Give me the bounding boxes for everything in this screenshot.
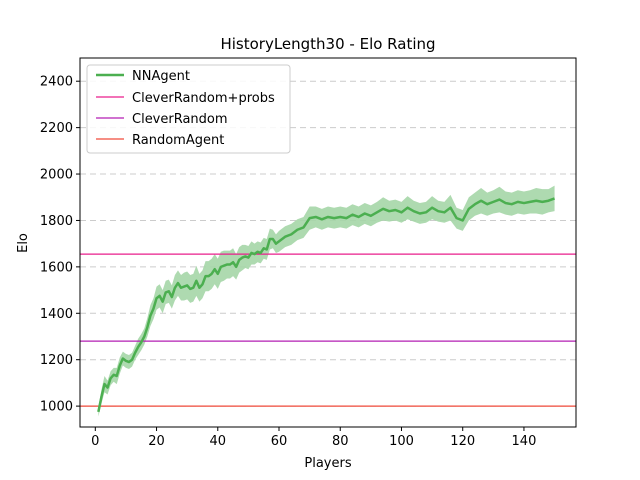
legend: NNAgent CleverRandom+probs CleverRandom … bbox=[86, 64, 291, 154]
legend-label-nnagent: NNAgent bbox=[132, 69, 190, 84]
y-tick-label-2400: 2400 bbox=[40, 75, 73, 90]
y-tick-label-1600: 1600 bbox=[40, 260, 73, 275]
y-tick-label-2200: 2200 bbox=[40, 121, 73, 136]
x-tick-label-120: 120 bbox=[450, 434, 475, 449]
y-tick-label-1000: 1000 bbox=[40, 400, 73, 415]
x-tick-label-80: 80 bbox=[332, 434, 349, 449]
legend-label-cleverrandom-probs: CleverRandom+probs bbox=[132, 91, 275, 106]
y-tick-label-1400: 1400 bbox=[40, 307, 73, 322]
series-lines bbox=[97, 197, 556, 413]
legend-label-cleverrandom: CleverRandom bbox=[132, 112, 228, 127]
plot-frame bbox=[79, 57, 577, 428]
legend-label-randomagent: RandomAgent bbox=[132, 133, 224, 148]
x-axis-ticks: 0 20 40 60 80 100 120 140 bbox=[91, 427, 536, 449]
reference-lines bbox=[80, 253, 576, 407]
nnagent-line bbox=[97, 197, 556, 413]
y-tick-label-1200: 1200 bbox=[40, 353, 73, 368]
x-tick-label-0: 0 bbox=[91, 434, 99, 449]
x-tick-label-20: 20 bbox=[148, 434, 165, 449]
y-tick-label-2000: 2000 bbox=[40, 168, 73, 183]
x-tick-label-40: 40 bbox=[210, 434, 227, 449]
legend-box bbox=[86, 64, 291, 154]
y-tick-label-1800: 1800 bbox=[40, 214, 73, 229]
x-tick-label-140: 140 bbox=[512, 434, 537, 449]
chart-title: HistoryLength30 - Elo Rating bbox=[220, 35, 435, 53]
y-axis-ticks: 1000 1200 1400 1600 1800 2000 2200 2400 bbox=[40, 75, 80, 415]
x-tick-label-100: 100 bbox=[389, 434, 414, 449]
y-axis-label: Elo bbox=[16, 233, 31, 253]
band-layer bbox=[98, 185, 555, 417]
nnagent-confidence-band bbox=[98, 185, 555, 417]
x-axis-label: Players bbox=[304, 456, 351, 471]
x-tick-label-60: 60 bbox=[271, 434, 288, 449]
